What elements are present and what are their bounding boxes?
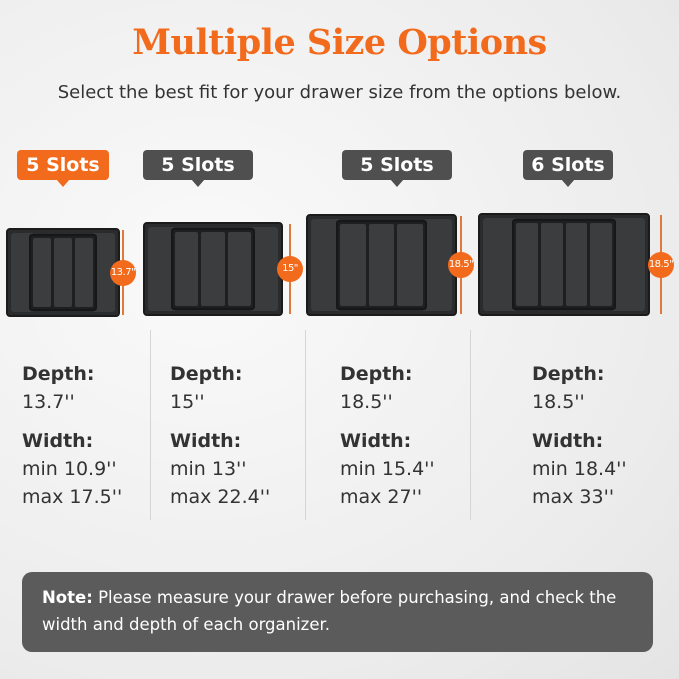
slots-badge: 6 Slots [523, 150, 613, 187]
width-min: min 13'' [170, 458, 247, 480]
slot [516, 223, 538, 306]
slots-badge: 5 Slots [342, 150, 452, 187]
width-label: Width: [340, 430, 412, 452]
note-box: Note: Please measure your drawer before … [22, 572, 653, 652]
width-label: Width: [22, 430, 94, 452]
column-divider [470, 330, 471, 520]
slot [368, 224, 395, 306]
depth-dimension-badge: 18.5" [648, 251, 674, 278]
spec-column: Depth: 18.5'' Width: min 15.4'' max 27'' [340, 360, 435, 511]
drawer-organizer-image [143, 222, 283, 316]
slot [590, 223, 612, 306]
depth-label: Depth: [22, 363, 95, 385]
note-label: Note: [42, 588, 93, 607]
depth-dimension-badge: 15" [277, 256, 303, 282]
spec-column: Depth: 18.5'' Width: min 18.4'' max 33'' [532, 360, 627, 511]
depth-value: 18.5'' [340, 391, 393, 413]
slot [201, 232, 225, 306]
note-text: Please measure your drawer before purcha… [42, 588, 617, 634]
slots-badge: 5 Slots [17, 150, 109, 187]
spec-column: Depth: 13.7'' Width: min 10.9'' max 17.5… [22, 360, 122, 511]
slot [227, 232, 251, 306]
slots-badge: 5 Slots [143, 150, 253, 187]
width-max: max 22.4'' [170, 486, 271, 508]
page-title: Multiple Size Options [132, 22, 547, 63]
width-max: max 33'' [532, 486, 615, 508]
slot [540, 223, 563, 306]
slot [54, 238, 72, 307]
width-min: min 18.4'' [532, 458, 627, 480]
slot [33, 238, 51, 307]
depth-label: Depth: [340, 363, 413, 385]
slot [565, 223, 588, 306]
width-max: max 17.5'' [22, 486, 123, 508]
slot [175, 232, 199, 306]
depth-value: 18.5'' [532, 391, 585, 413]
slot [340, 224, 366, 306]
depth-label: Depth: [532, 363, 605, 385]
width-label: Width: [532, 430, 604, 452]
depth-dimension-badge: 18.5" [448, 252, 474, 278]
drawer-organizer-image [478, 213, 650, 316]
column-divider [150, 330, 151, 520]
drawer-organizer-image [306, 214, 457, 316]
column-divider [305, 330, 306, 520]
width-label: Width: [170, 430, 242, 452]
depth-label: Depth: [170, 363, 243, 385]
width-max: max 27'' [340, 486, 423, 508]
depth-dimension-badge: 13.7" [110, 259, 136, 286]
slot [75, 238, 93, 307]
width-min: min 15.4'' [340, 458, 435, 480]
depth-value: 15'' [170, 391, 205, 413]
subtitle: Select the best fit for your drawer size… [57, 82, 622, 103]
spec-column: Depth: 15'' Width: min 13'' max 22.4'' [170, 360, 270, 511]
slot [397, 224, 424, 306]
width-min: min 10.9'' [22, 458, 117, 480]
depth-value: 13.7'' [22, 391, 75, 413]
drawer-organizer-image [6, 228, 120, 317]
